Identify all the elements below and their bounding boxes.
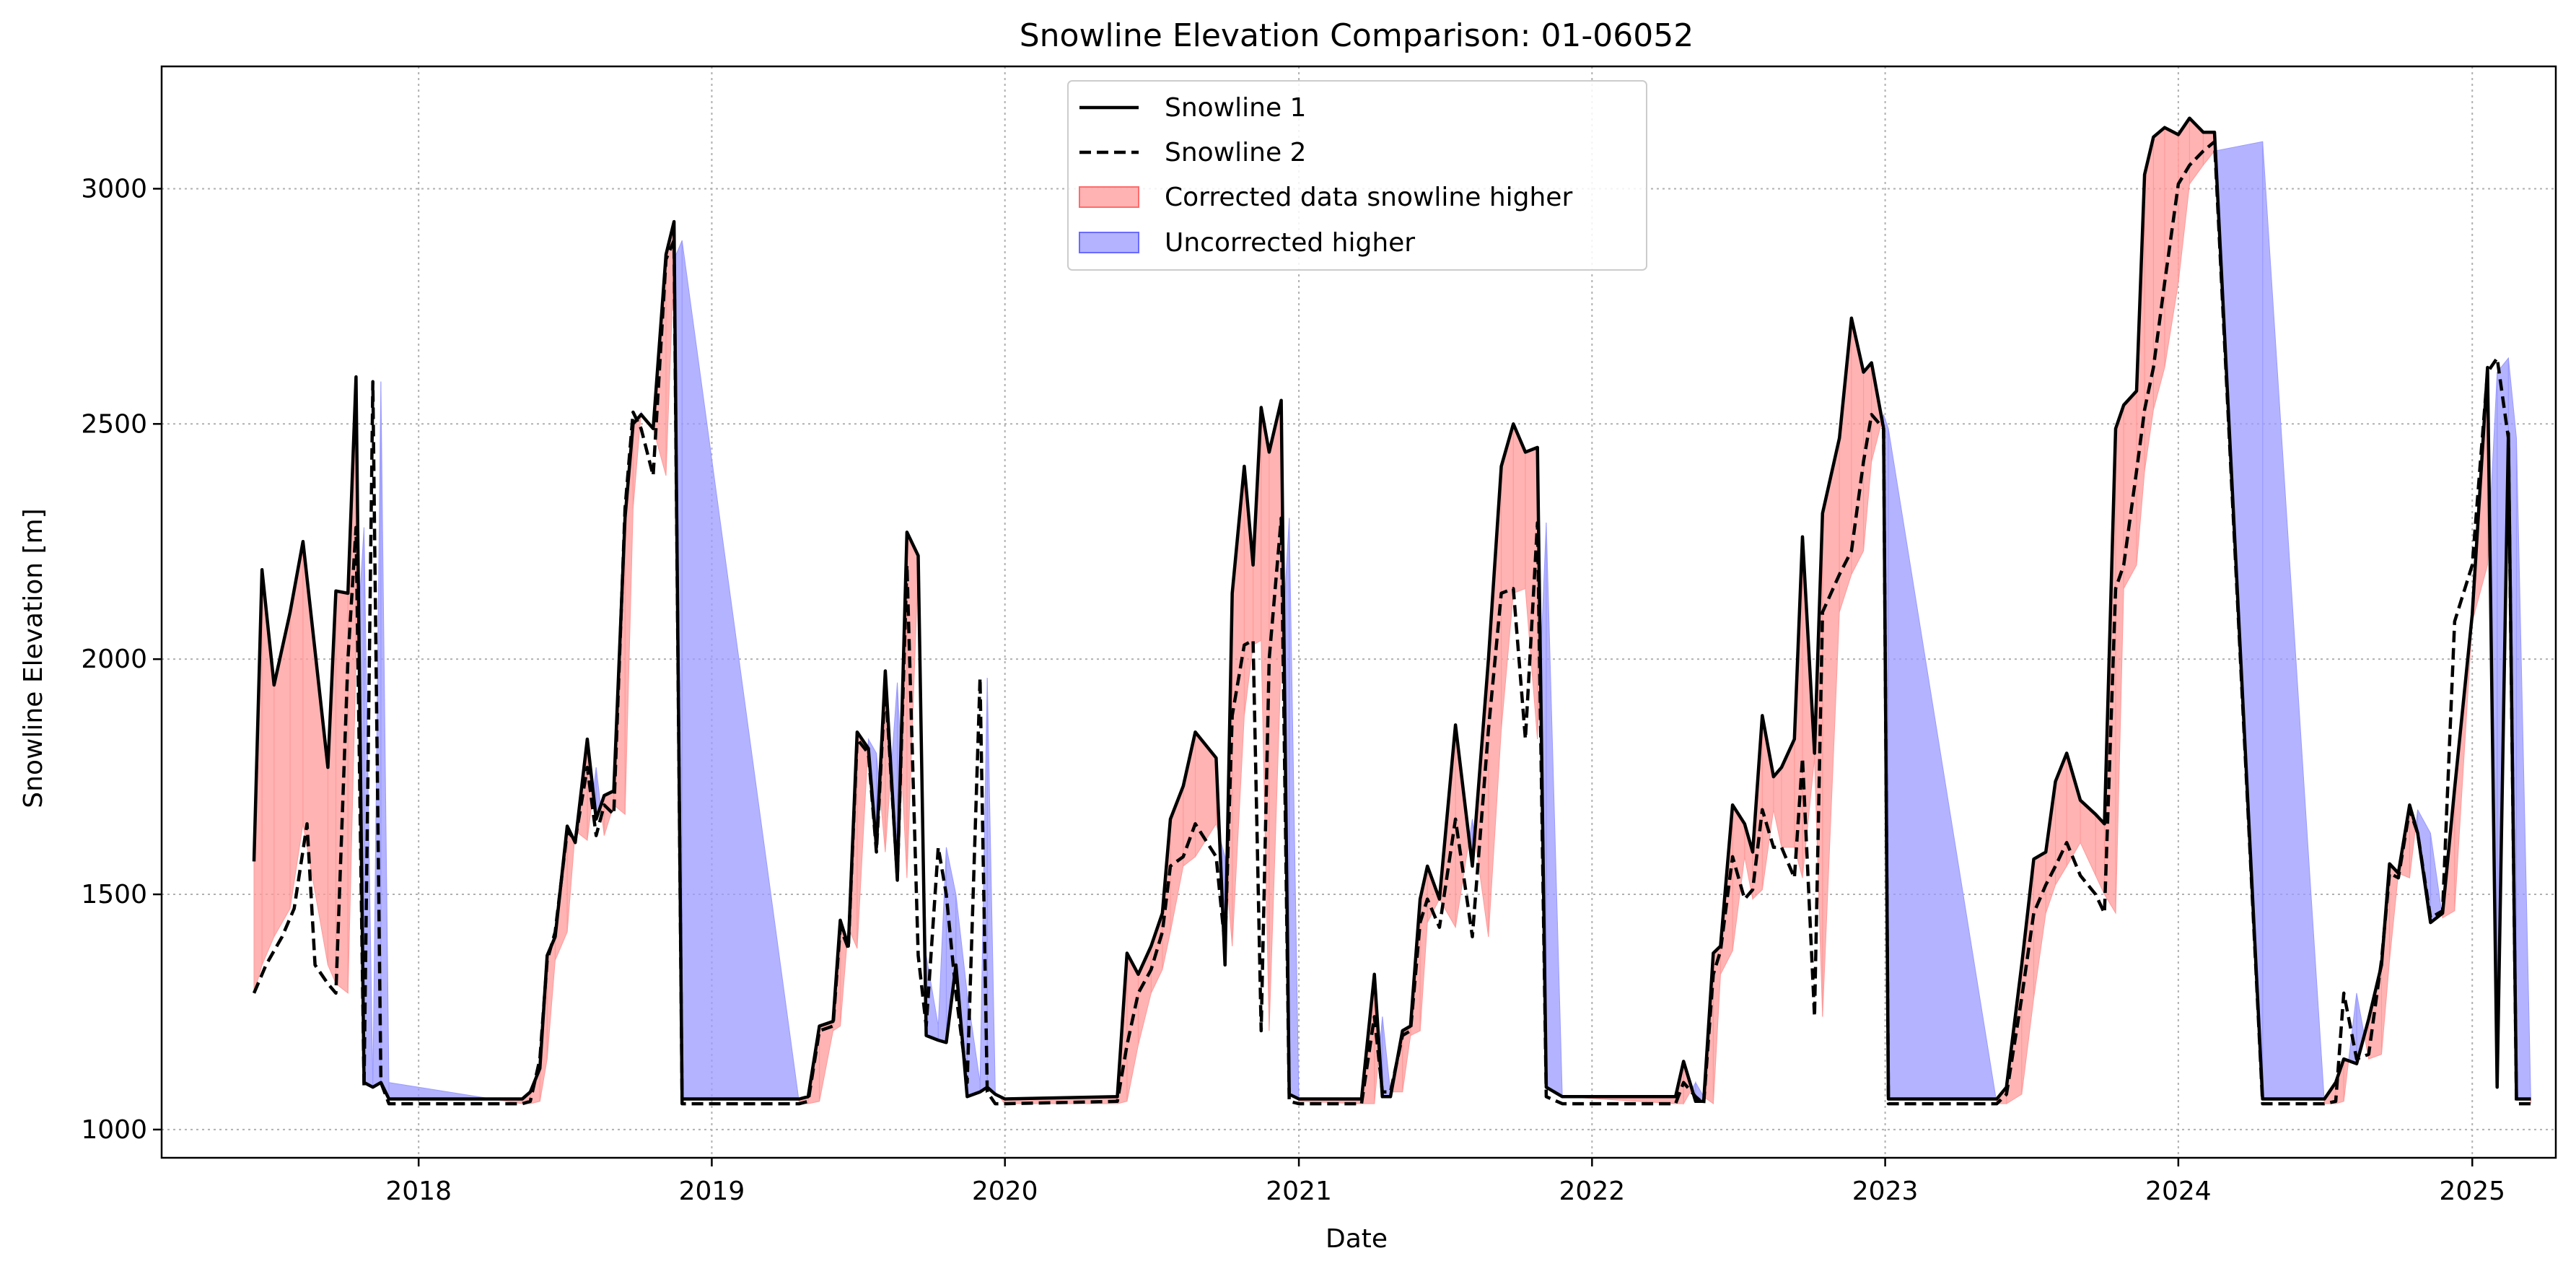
y-tick-label: 3000 bbox=[81, 174, 147, 204]
legend-red-fill-icon bbox=[1079, 186, 1139, 208]
x-axis-label: Date bbox=[1326, 1224, 1388, 1254]
y-tick-label: 2500 bbox=[81, 409, 147, 439]
y-tick-label: 1000 bbox=[81, 1115, 147, 1145]
series-line-snowline-2 bbox=[252, 140, 2531, 1106]
legend-label-snowline-1: Snowline 1 bbox=[1165, 93, 1306, 123]
x-tick-label: 2023 bbox=[1852, 1177, 1919, 1206]
y-tick-label: 1500 bbox=[81, 880, 147, 909]
fill-segment-corrected-higher bbox=[2152, 126, 2165, 410]
series-lines bbox=[252, 116, 2531, 1106]
legend-label-corrected-higher: Corrected data snowline higher bbox=[1165, 183, 1572, 212]
y-tick-label: 2000 bbox=[81, 645, 147, 674]
x-tick-label: 2025 bbox=[2439, 1177, 2505, 1206]
plot-frame bbox=[160, 65, 2557, 1159]
legend-frame bbox=[1067, 80, 1647, 271]
axis-ticks: 1000 1500 2000 2500 3000 2018 2019 2020 2021 2022… bbox=[81, 174, 2505, 1206]
x-tick-label: 2021 bbox=[1266, 1177, 1332, 1206]
x-tick-label: 2019 bbox=[679, 1177, 745, 1206]
x-tick-label: 2018 bbox=[385, 1177, 452, 1206]
x-tick-label: 2020 bbox=[972, 1177, 1038, 1206]
legend-blue-fill-icon bbox=[1079, 232, 1139, 253]
fill-segment-corrected-higher bbox=[2144, 136, 2154, 471]
x-tick-label: 2024 bbox=[2145, 1177, 2212, 1206]
legend: Snowline 1 Snowline 2 Corrected data sno… bbox=[1067, 80, 1647, 271]
x-tick-label: 2022 bbox=[1559, 1177, 1626, 1206]
legend-label-snowline-2: Snowline 2 bbox=[1165, 138, 1306, 167]
y-axis-label: Snowline Elevation [m] bbox=[19, 508, 48, 808]
chart-title: Snowline Elevation Comparison: 01-06052 bbox=[1020, 17, 1694, 54]
legend-label-uncorrected-higher: Uncorrected higher bbox=[1165, 228, 1415, 258]
